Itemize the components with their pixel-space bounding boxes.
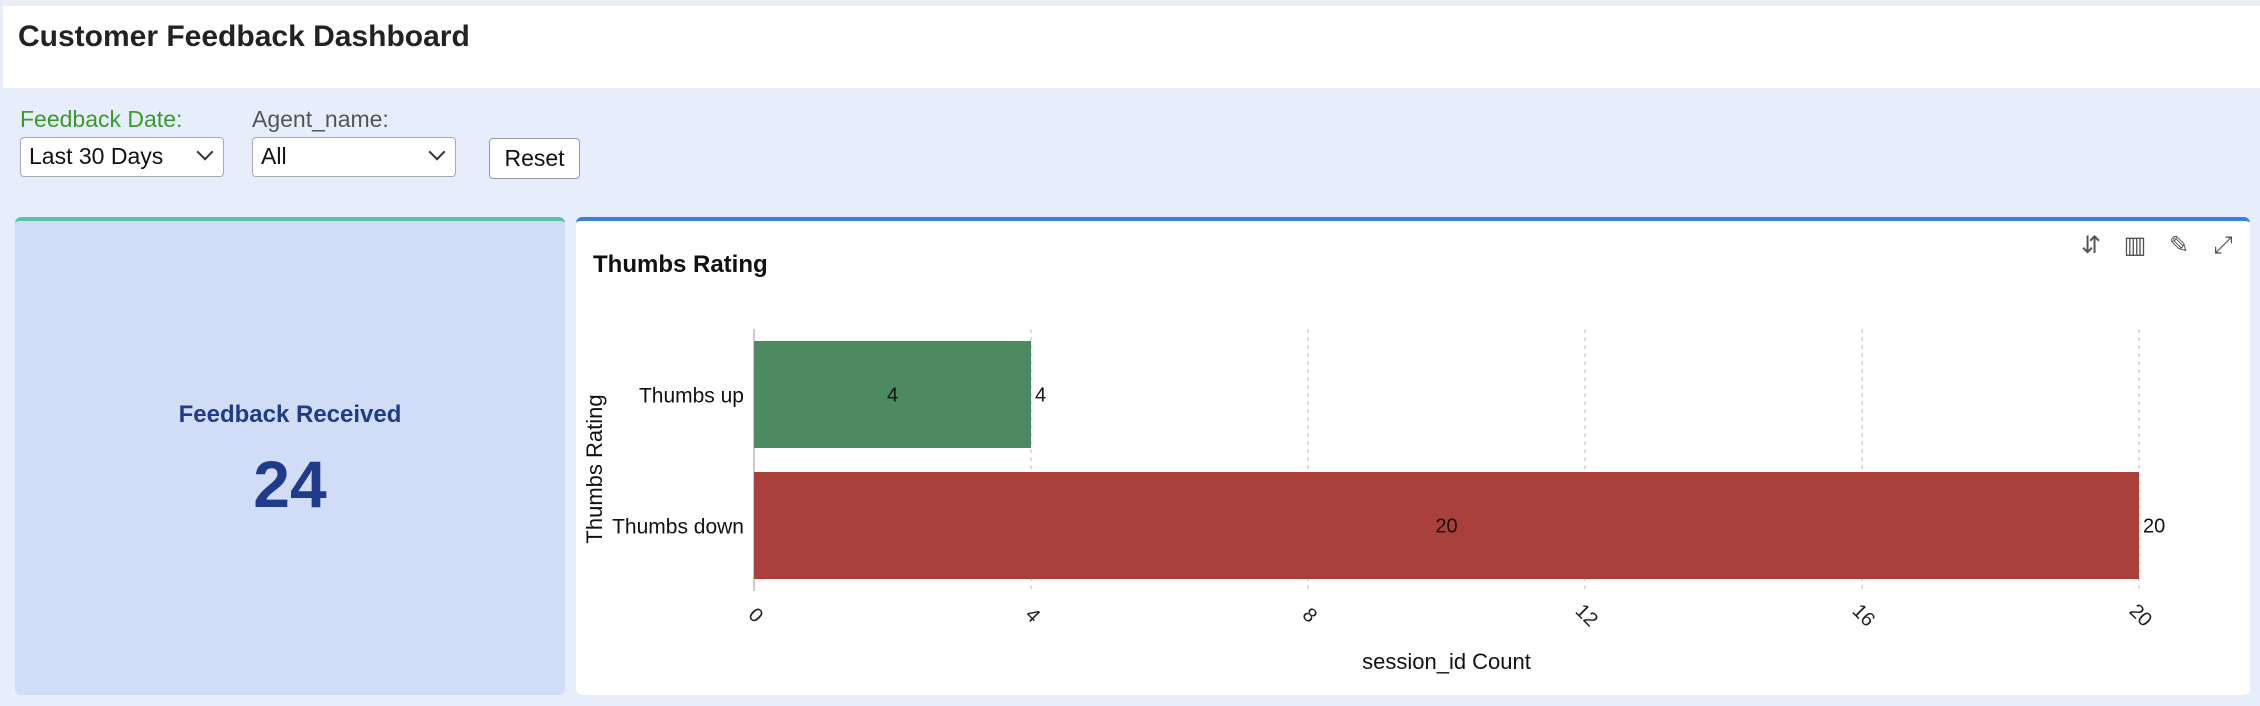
bar xyxy=(754,341,1031,448)
feedback-date-value: Last 30 Days xyxy=(29,143,164,169)
chart-panel: Thumbs Rating ⇵ ▥ ✎ ⤢ 0 4 8 12 16 20 4 4 Thumbs … xyxy=(576,217,2250,695)
x-tick-label: 12 xyxy=(1571,600,1602,631)
data-label: 20 xyxy=(2143,516,2165,538)
chart-title: Thumbs Rating xyxy=(593,251,768,278)
chart-options-icon[interactable]: ✎ xyxy=(2168,232,2190,259)
bar-inner-label: 20 xyxy=(1435,516,1457,538)
sort-icon[interactable]: ⇵ xyxy=(2080,232,2102,259)
top-strip xyxy=(0,0,2260,6)
x-tick-label: 8 xyxy=(1298,604,1321,627)
x-tick-label: 0 xyxy=(744,604,767,627)
x-tick-label: 4 xyxy=(1021,604,1044,627)
agent-name-select[interactable]: All xyxy=(252,137,456,177)
agent-name-label: Agent_name: xyxy=(252,106,389,132)
y-tick-label: Thumbs down xyxy=(612,516,744,539)
chart-toolbar: ⇵ ▥ ✎ ⤢ xyxy=(2074,229,2240,263)
x-tick-label: 20 xyxy=(2125,600,2156,631)
thumbs-rating-chart: 0 4 8 12 16 20 4 4 Thumbs up 20 20 Thumbs down sessi… xyxy=(582,329,2165,674)
dashboard-header: Customer Feedback Dashboard xyxy=(3,6,2260,88)
kpi-value: 24 xyxy=(253,447,327,521)
bar xyxy=(754,472,2139,579)
expand-icon[interactable]: ⤢ xyxy=(2213,232,2233,259)
bar-inner-label: 4 xyxy=(887,385,898,407)
reset-button[interactable]: Reset xyxy=(489,138,580,179)
page-title: Customer Feedback Dashboard xyxy=(18,20,470,53)
y-axis-title: Thumbs Rating xyxy=(582,394,607,543)
feedback-date-select[interactable]: Last 30 Days xyxy=(20,137,224,177)
feedback-date-label: Feedback Date: xyxy=(20,106,183,132)
chevron-down-icon xyxy=(428,143,446,161)
chevron-down-icon xyxy=(196,143,214,161)
bar-chart-icon[interactable]: ▥ xyxy=(2123,232,2147,259)
x-tick-label: 16 xyxy=(1848,600,1879,631)
y-tick-label: Thumbs up xyxy=(639,385,744,408)
kpi-label: Feedback Received xyxy=(178,401,402,428)
agent-name-value: All xyxy=(261,143,287,169)
data-label: 4 xyxy=(1035,385,1046,407)
x-axis-title: session_id Count xyxy=(1362,649,1531,674)
kpi-card: Feedback Received 24 xyxy=(15,217,565,695)
